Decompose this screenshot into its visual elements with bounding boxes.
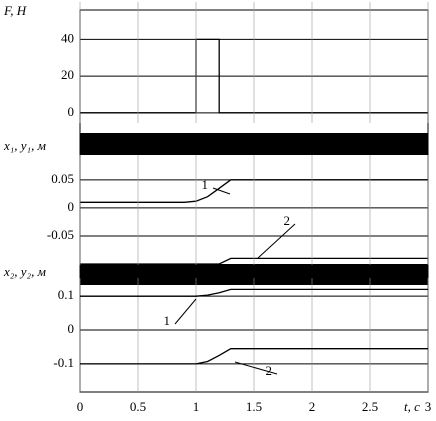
callout-leader (212, 187, 231, 195)
y-tick-label: 20 (61, 67, 74, 82)
x-tick-label: 1.5 (246, 399, 262, 414)
x-tick-label: 0.5 (130, 399, 146, 414)
x-tick-label: 2 (309, 399, 316, 414)
callout-leader (257, 223, 296, 259)
series-callout: 2 (266, 363, 273, 378)
y-tick-label: 0.1 (58, 287, 74, 302)
y-tick-label: 0 (68, 321, 75, 336)
y-tick-label: -0.1 (53, 355, 74, 370)
x-axis-label: t, с (404, 399, 420, 414)
y-axis-label: F, Н (3, 3, 27, 18)
separator-band (80, 133, 428, 155)
y-axis-label: x₂, y₂, м (3, 264, 46, 279)
x-tick-label: 3 (425, 399, 432, 414)
y-tick-label: 0.05 (51, 171, 74, 186)
y-tick-label: 0 (68, 104, 75, 119)
data-line (80, 179, 428, 203)
callout-leader (234, 361, 278, 375)
series-callout: 1 (202, 177, 209, 192)
data-line (80, 288, 428, 297)
y-tick-label: 0 (68, 199, 75, 214)
x-tick-label: 1 (193, 399, 200, 414)
y-tick-label: -0.05 (47, 227, 74, 242)
x-tick-label: 2.5 (362, 399, 378, 414)
separator-band (80, 264, 428, 285)
y-tick-label: 40 (61, 30, 74, 45)
callout-leader (174, 298, 197, 325)
data-line (80, 257, 428, 265)
x-tick-label: 0 (77, 399, 84, 414)
y-axis-label: x₁, y₁, м (3, 138, 46, 153)
series-callout: 2 (284, 213, 291, 228)
data-line (80, 348, 428, 365)
series-callout: 1 (164, 313, 171, 328)
